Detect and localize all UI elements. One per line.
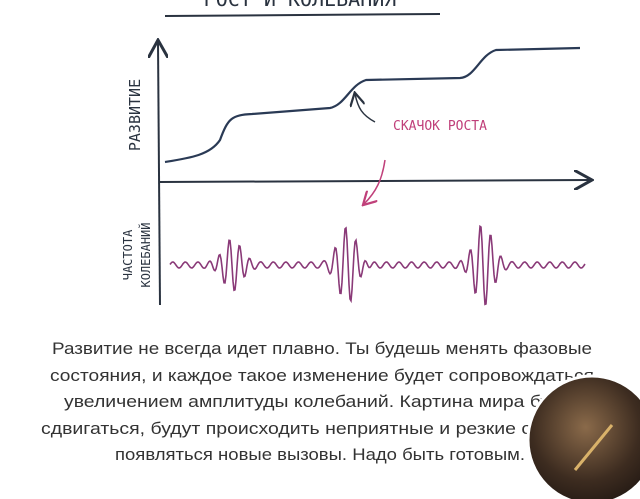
y-label: РАЗВИТИЕ: [126, 79, 144, 151]
oscillation-curve: [169, 224, 586, 306]
lower-label: ЧАСТОТА: [121, 229, 135, 280]
annotation-arrow-up: [355, 94, 376, 123]
x-axis: [159, 180, 590, 182]
caption-line: сдвигаться, будут происходить неприятные…: [41, 419, 603, 438]
caption-line: увеличением амплитуды колебаний. Картина…: [64, 392, 580, 411]
title-underline: [164, 13, 441, 17]
caption: Развитие не всегда идет плавно. Ты будеш…: [41, 339, 603, 464]
growth-curve: [164, 46, 581, 164]
annotation-arrow-down: [364, 159, 386, 204]
annotation: СКАЧОК РОСТА: [393, 119, 487, 134]
title: РОСТ И КОЛЕБАНИЯ: [204, 0, 397, 11]
caption-line: Развитие не всегда идет плавно. Ты будеш…: [52, 339, 592, 358]
lower-label: КОЛЕБАНИЙ: [138, 222, 153, 287]
y-axis: [158, 42, 160, 306]
avatar[interactable]: [526, 374, 640, 499]
caption-line: состояния, и каждое такое изменение буде…: [50, 366, 594, 385]
avatar-pencil: [573, 424, 614, 471]
caption-line: появляться новые вызовы. Надо быть готов…: [115, 445, 525, 464]
